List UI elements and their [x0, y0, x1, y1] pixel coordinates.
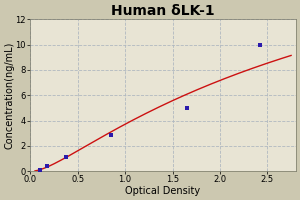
- Point: [257, 43, 262, 46]
- Point: [184, 106, 189, 110]
- Point: [64, 156, 69, 159]
- X-axis label: Optical Density: Optical Density: [125, 186, 201, 196]
- Point: [45, 164, 50, 167]
- Title: Human δLK-1: Human δLK-1: [111, 4, 215, 18]
- Point: [37, 168, 42, 172]
- Y-axis label: Concentration(ng/mL): Concentration(ng/mL): [4, 42, 14, 149]
- Point: [109, 134, 113, 137]
